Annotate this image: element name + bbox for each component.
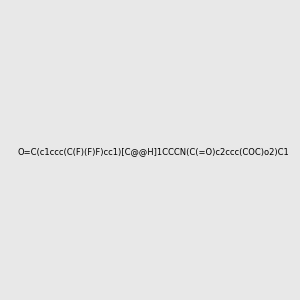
Text: O=C(c1ccc(C(F)(F)F)cc1)[C@@H]1CCCN(C(=O)c2ccc(COC)o2)C1: O=C(c1ccc(C(F)(F)F)cc1)[C@@H]1CCCN(C(=O)… bbox=[18, 147, 290, 156]
